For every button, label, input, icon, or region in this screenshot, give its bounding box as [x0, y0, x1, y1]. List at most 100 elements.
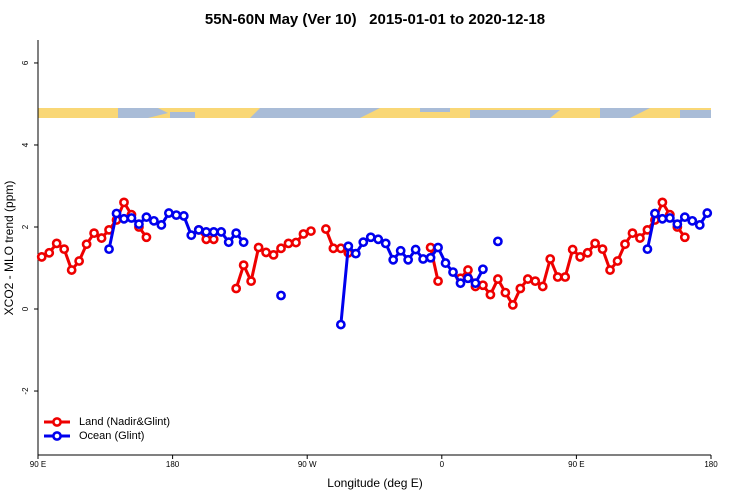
data-point — [238, 237, 249, 248]
x-tick-label: 0 — [440, 460, 445, 469]
x-tick-label: 180 — [166, 460, 180, 469]
data-point — [261, 247, 271, 258]
data-point — [350, 248, 361, 259]
data-point — [253, 242, 264, 253]
data-point — [134, 219, 144, 230]
data-point — [276, 243, 286, 254]
data-point — [298, 229, 309, 239]
data-point — [627, 228, 638, 239]
data-point — [216, 227, 227, 237]
data-point — [418, 254, 429, 264]
data-point — [395, 245, 406, 256]
x-axis-label: Longitude (deg E) — [327, 476, 422, 490]
data-point — [440, 258, 451, 268]
data-point — [612, 256, 623, 266]
x-tick-label: 90 E — [30, 460, 46, 469]
data-point — [679, 232, 690, 243]
data-point — [560, 272, 571, 282]
data-point — [620, 239, 630, 250]
x-tick-label: 180 — [704, 460, 718, 469]
data-point — [343, 241, 354, 252]
data-point — [448, 267, 458, 278]
data-point — [96, 233, 107, 243]
data-point — [119, 213, 129, 224]
data-point — [335, 319, 346, 330]
x-tick-label: 90 E — [568, 460, 584, 469]
data-point — [425, 252, 436, 263]
data-point — [186, 230, 197, 241]
data-point — [545, 254, 556, 264]
data-point — [208, 227, 219, 237]
data-point — [388, 254, 399, 265]
data-point — [552, 272, 563, 282]
data-point — [276, 290, 286, 301]
data-point — [672, 219, 683, 230]
data-point — [582, 247, 593, 258]
data-point — [657, 213, 668, 224]
legend-marker — [52, 417, 62, 427]
data-point — [463, 273, 473, 284]
data-point — [126, 213, 137, 223]
data-point — [635, 233, 645, 243]
data-point — [223, 237, 234, 248]
data-point — [89, 228, 99, 239]
data-point — [111, 208, 122, 219]
data-point — [66, 265, 77, 275]
data-point — [306, 226, 316, 236]
y-tick-label: 0 — [21, 306, 30, 311]
data-point — [74, 256, 85, 266]
data-point — [433, 242, 443, 253]
chart-title: 55N-60N May (Ver 10) 2015-01-01 to 2020-… — [205, 11, 545, 28]
data-point — [44, 247, 55, 258]
data-point — [687, 215, 698, 226]
data-point — [178, 211, 189, 221]
data-point — [433, 276, 443, 287]
data-point — [590, 238, 600, 249]
data-point — [141, 212, 152, 223]
y-tick-label: 4 — [21, 142, 30, 147]
legend-marker — [52, 431, 62, 441]
data-point — [320, 224, 331, 234]
y-tick-label: 2 — [21, 224, 30, 229]
data-point — [380, 238, 391, 249]
y-tick-label: 6 — [21, 60, 30, 65]
data-point — [537, 281, 548, 292]
data-point — [485, 289, 496, 300]
data-point — [268, 249, 279, 260]
data-point — [522, 274, 533, 284]
data-point — [373, 234, 384, 245]
data-point — [81, 239, 92, 250]
data-point — [664, 213, 675, 223]
data-point — [478, 264, 488, 275]
data-point — [515, 283, 526, 294]
data-point — [507, 300, 518, 310]
data-point — [463, 265, 473, 275]
data-point — [492, 236, 503, 247]
data-point — [328, 243, 339, 254]
data-point — [246, 276, 257, 287]
data-point — [478, 280, 488, 291]
data-point — [201, 227, 212, 237]
data-point — [650, 208, 660, 219]
data-point — [470, 278, 481, 289]
data-point — [119, 197, 129, 208]
data-point — [283, 238, 294, 249]
data-point — [36, 252, 47, 262]
data-point — [702, 208, 713, 218]
data-point — [104, 244, 114, 255]
data-point — [193, 224, 204, 235]
y-axis-label: XCO2 - MLO trend (ppm) — [2, 181, 16, 316]
data-point — [156, 220, 167, 230]
legend-label: Ocean (Glint) — [79, 430, 144, 442]
data-point — [141, 232, 152, 243]
data-point — [403, 254, 414, 265]
data-point — [425, 242, 436, 253]
y-tick-label: -2 — [21, 387, 30, 395]
data-point — [149, 215, 159, 226]
data-point — [365, 232, 376, 243]
data-point — [530, 276, 541, 287]
data-point — [51, 238, 62, 249]
data-point — [335, 243, 346, 254]
data-point — [291, 237, 301, 248]
